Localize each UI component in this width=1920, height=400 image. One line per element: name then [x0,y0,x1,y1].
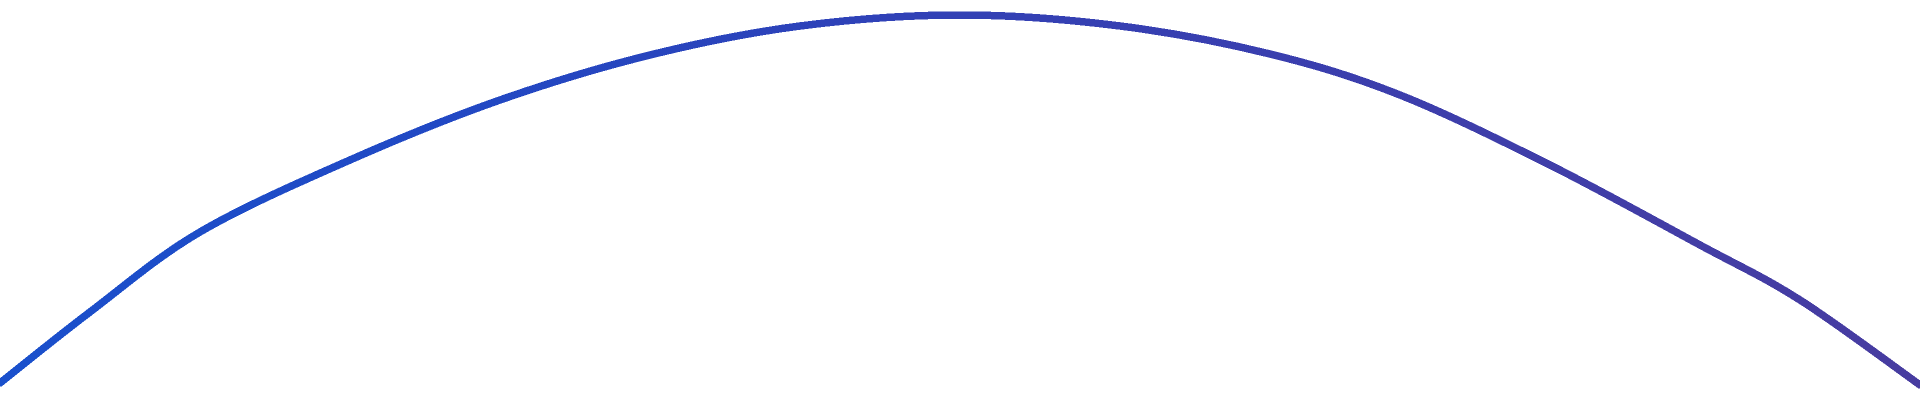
arc-curve-line [0,11,1920,389]
